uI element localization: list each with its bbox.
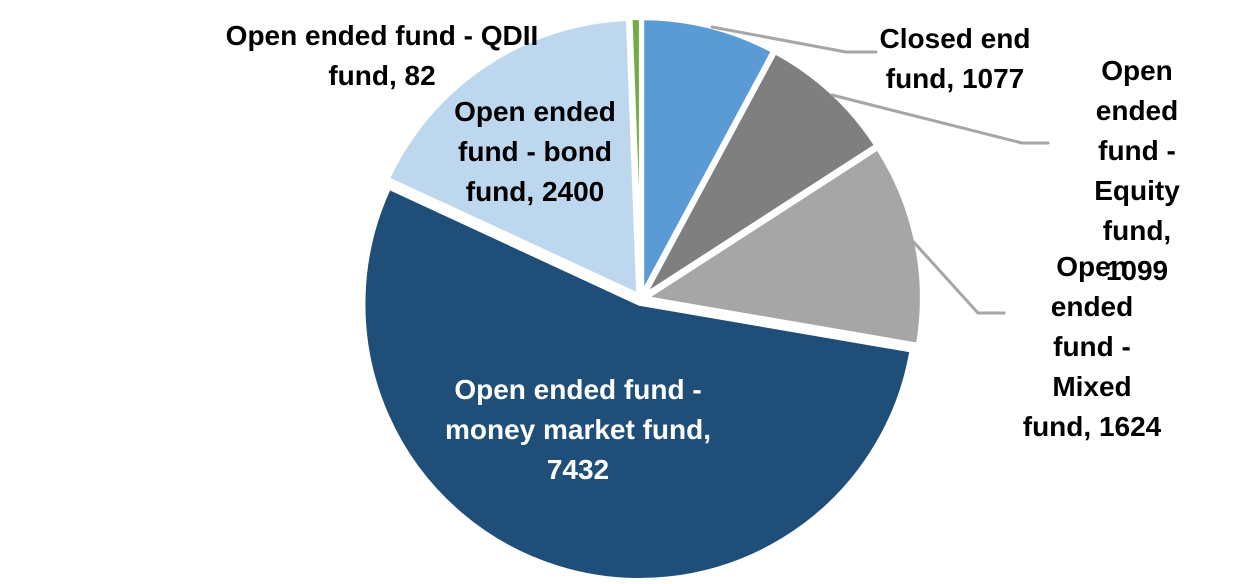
- data-label-qdii-fund: Open ended fund - QDII fund, 82: [225, 20, 539, 91]
- data-label-equity-fund: Open ended fund - Equity fund, 1099: [1094, 55, 1180, 286]
- data-label-bond-fund: Open ended fund - bond fund, 2400: [454, 96, 616, 207]
- pie-slices-group: [361, 16, 924, 583]
- data-label-closed-end-fund: Closed end fund, 1077: [879, 23, 1031, 94]
- leader-line-mixed-fund: [908, 236, 1006, 315]
- data-label-money-market-fund: Open ended fund - money market fund, 743…: [444, 374, 712, 485]
- leader-line-closed-end-fund: [710, 25, 878, 54]
- data-label-mixed-fund: Open ended fund - Mixed fund, 1624: [1022, 251, 1162, 442]
- leader-lines-group: [710, 25, 1050, 315]
- pie-slice-equity-fund: [642, 50, 879, 298]
- pie-slice-bond-fund: [385, 17, 641, 297]
- pie-slice-closed-end-fund: [640, 16, 775, 297]
- pie-slice-money-market-fund: [361, 185, 914, 583]
- leader-line-equity-fund: [830, 93, 1050, 145]
- pie-slice-qdii-fund: [628, 16, 643, 296]
